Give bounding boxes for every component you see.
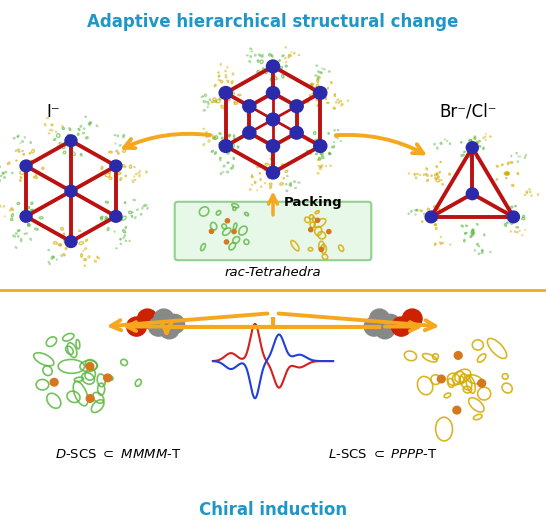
Circle shape	[110, 160, 122, 172]
Circle shape	[507, 211, 519, 223]
Circle shape	[219, 140, 232, 152]
Circle shape	[314, 87, 327, 99]
Circle shape	[20, 160, 32, 172]
Text: Packing: Packing	[284, 196, 342, 209]
Circle shape	[453, 406, 461, 414]
Circle shape	[478, 380, 485, 387]
Circle shape	[266, 60, 280, 73]
Text: $\it{L}$-SCS $\subset$ $\it{PPPP}$-T: $\it{L}$-SCS $\subset$ $\it{PPPP}$-T	[328, 448, 437, 460]
Circle shape	[314, 140, 327, 152]
Text: Chiral induction: Chiral induction	[199, 501, 347, 519]
Circle shape	[20, 210, 32, 222]
Circle shape	[364, 317, 384, 336]
FancyBboxPatch shape	[175, 202, 371, 260]
Circle shape	[50, 379, 58, 386]
Circle shape	[466, 188, 478, 200]
Circle shape	[86, 395, 94, 402]
Circle shape	[381, 314, 400, 333]
Circle shape	[209, 229, 213, 234]
Circle shape	[391, 317, 411, 336]
Circle shape	[319, 247, 323, 252]
Circle shape	[110, 210, 122, 222]
Circle shape	[104, 374, 111, 382]
Text: I⁻: I⁻	[46, 102, 60, 121]
Circle shape	[290, 126, 303, 139]
Circle shape	[308, 228, 313, 232]
Circle shape	[224, 240, 229, 244]
Text: rac-Tetrahedra: rac-Tetrahedra	[225, 266, 321, 278]
Circle shape	[149, 317, 168, 336]
Circle shape	[454, 352, 462, 359]
Circle shape	[466, 142, 478, 153]
Text: $\it{D}$-SCS $\subset$ $\it{MMMM}$-T: $\it{D}$-SCS $\subset$ $\it{MMMM}$-T	[55, 448, 181, 460]
Circle shape	[65, 135, 77, 147]
Text: Br⁻/Cl⁻: Br⁻/Cl⁻	[440, 102, 497, 121]
Circle shape	[266, 140, 280, 152]
Circle shape	[86, 363, 94, 370]
Circle shape	[65, 185, 77, 197]
Circle shape	[316, 218, 320, 222]
Circle shape	[225, 219, 229, 223]
Circle shape	[243, 126, 256, 139]
Circle shape	[154, 309, 174, 328]
Circle shape	[402, 309, 422, 328]
Circle shape	[165, 314, 185, 333]
Circle shape	[219, 87, 232, 99]
Circle shape	[290, 100, 303, 113]
Circle shape	[127, 317, 146, 336]
Circle shape	[266, 166, 280, 179]
Circle shape	[375, 320, 395, 339]
Circle shape	[425, 211, 437, 223]
Circle shape	[159, 320, 179, 339]
Circle shape	[138, 309, 157, 328]
Circle shape	[232, 229, 236, 234]
Circle shape	[65, 236, 77, 247]
Circle shape	[266, 113, 280, 126]
Circle shape	[266, 87, 280, 99]
Circle shape	[243, 100, 256, 113]
Text: Adaptive hierarchical structural change: Adaptive hierarchical structural change	[87, 13, 459, 31]
Circle shape	[437, 375, 445, 383]
Circle shape	[327, 229, 331, 234]
Circle shape	[370, 309, 389, 328]
